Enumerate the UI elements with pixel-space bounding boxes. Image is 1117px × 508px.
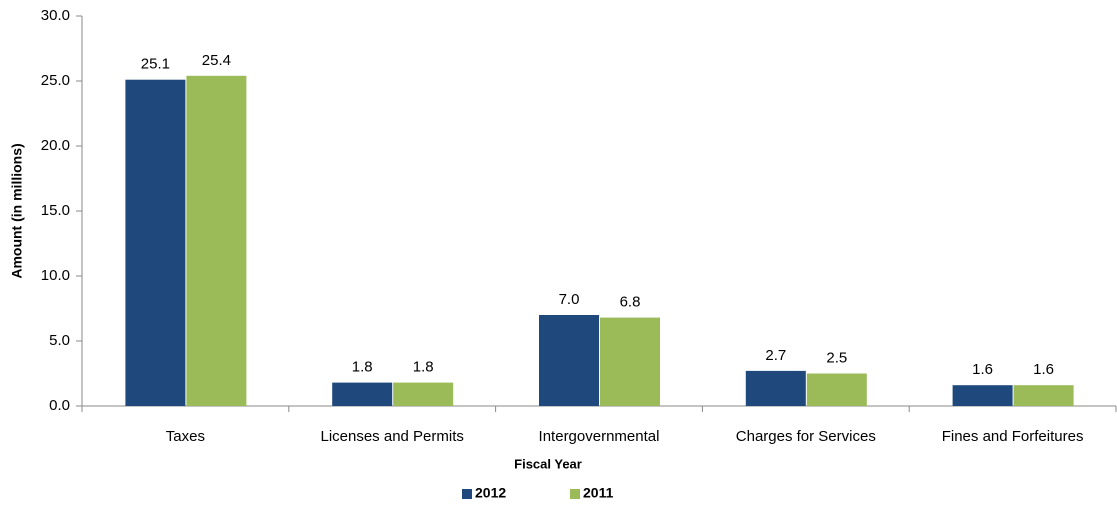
x-tick-label: Charges for Services bbox=[736, 428, 876, 445]
legend-swatch bbox=[570, 489, 580, 499]
data-label: 1.8 bbox=[413, 359, 434, 376]
data-label: 1.8 bbox=[352, 359, 373, 376]
y-axis-label: Amount (in millions) bbox=[9, 143, 25, 278]
data-label: 7.0 bbox=[559, 291, 580, 308]
bar bbox=[332, 382, 393, 406]
y-tick-label: 25.0 bbox=[41, 72, 70, 89]
y-tick-label: 5.0 bbox=[49, 332, 70, 349]
y-tick-label: 0.0 bbox=[49, 397, 70, 414]
x-tick-label: Licenses and Permits bbox=[320, 428, 463, 445]
legend-label: 2012 bbox=[475, 485, 506, 501]
y-tick-label: 20.0 bbox=[41, 137, 70, 154]
legend-label: 2011 bbox=[583, 485, 614, 501]
data-label: 25.4 bbox=[202, 52, 231, 69]
y-tick-label: 15.0 bbox=[41, 202, 70, 219]
bar bbox=[125, 79, 186, 406]
x-axis-label: Fiscal Year bbox=[514, 456, 582, 471]
bar bbox=[806, 373, 867, 406]
y-tick-label: 10.0 bbox=[41, 267, 70, 284]
data-label: 2.5 bbox=[826, 349, 847, 366]
bar bbox=[952, 385, 1013, 406]
legend-swatch bbox=[462, 489, 472, 499]
y-tick-label: 30.0 bbox=[41, 7, 70, 24]
data-label: 25.1 bbox=[141, 56, 170, 73]
data-label: 1.6 bbox=[1033, 361, 1054, 378]
data-label: 2.7 bbox=[765, 347, 786, 364]
bar bbox=[745, 370, 806, 406]
bar bbox=[393, 382, 454, 406]
bar bbox=[186, 75, 247, 407]
x-tick-label: Intergovernmental bbox=[539, 428, 660, 445]
x-tick-label: Taxes bbox=[166, 428, 205, 445]
bar bbox=[600, 317, 660, 406]
x-tick-label: Fines and Forfeitures bbox=[942, 428, 1084, 445]
data-label: 6.8 bbox=[620, 294, 641, 311]
bar bbox=[539, 315, 599, 406]
data-label: 1.6 bbox=[972, 361, 993, 378]
bar bbox=[1013, 385, 1074, 406]
